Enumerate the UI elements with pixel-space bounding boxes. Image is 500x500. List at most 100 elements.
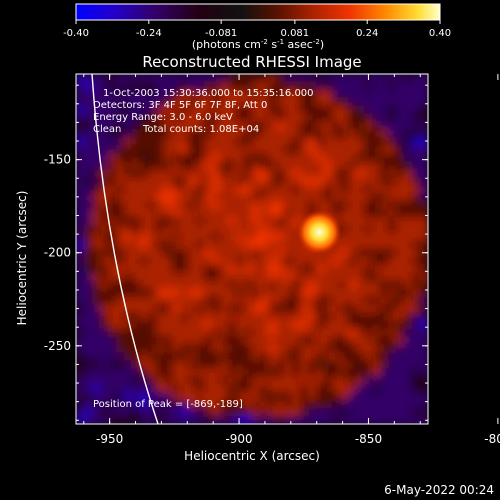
heatmap-cell xyxy=(204,392,213,402)
heatmap-cell xyxy=(372,336,381,346)
heatmap-cell xyxy=(420,408,428,418)
heatmap-cell xyxy=(220,249,229,258)
heatmap-cell xyxy=(348,264,357,274)
heatmap-cell xyxy=(228,137,237,147)
heatmap-cell xyxy=(180,360,189,370)
heatmap-cell xyxy=(92,416,101,424)
heatmap-cell xyxy=(132,129,141,139)
heatmap-cell xyxy=(116,209,125,219)
heatmap-cell xyxy=(284,225,293,235)
heatmap-cell xyxy=(92,129,101,139)
heatmap-cell xyxy=(148,97,157,107)
heatmap-cell xyxy=(372,249,381,258)
heatmap-cell xyxy=(180,105,189,115)
heatmap-cell xyxy=(252,225,261,235)
heatmap-cell xyxy=(388,129,397,139)
heatmap-cell xyxy=(324,400,333,410)
heatmap-cell xyxy=(124,272,133,282)
heatmap-cell xyxy=(260,272,269,282)
heatmap-cell xyxy=(164,328,173,338)
heatmap-cell xyxy=(300,352,309,362)
heatmap-cell xyxy=(308,249,317,258)
heatmap-cell xyxy=(412,209,421,219)
heatmap-cell xyxy=(292,256,301,266)
heatmap-cell xyxy=(364,81,373,91)
heatmap-cell xyxy=(332,400,341,410)
heatmap-cell xyxy=(380,280,389,290)
heatmap-cell xyxy=(284,384,293,394)
heatmap-cell xyxy=(276,74,285,83)
heatmap-cell xyxy=(188,74,197,83)
heatmap-cell xyxy=(332,328,341,338)
heatmap-cell xyxy=(276,233,285,243)
heatmap-cell xyxy=(164,392,173,402)
heatmap-cell xyxy=(140,74,149,83)
heatmap-cell xyxy=(236,416,245,424)
heatmap-cell xyxy=(100,89,109,99)
heatmap-cell xyxy=(420,233,428,243)
heatmap-cell xyxy=(148,161,157,171)
heatmap-cell xyxy=(124,201,133,211)
heatmap-cell xyxy=(188,256,197,266)
heatmap-cell xyxy=(300,209,309,219)
heatmap-cell xyxy=(364,368,373,378)
heatmap-cell xyxy=(276,408,285,418)
heatmap-cell xyxy=(380,137,389,147)
heatmap-cell xyxy=(348,161,357,171)
heatmap-cell xyxy=(324,320,333,330)
heatmap-cell xyxy=(276,129,285,139)
heatmap-cell xyxy=(292,217,301,227)
heatmap-cell xyxy=(372,113,381,123)
heatmap-cell xyxy=(412,113,421,123)
heatmap-cell xyxy=(148,185,157,195)
heatmap-cell xyxy=(404,217,413,227)
heatmap-cell xyxy=(84,145,93,155)
heatmap-cell xyxy=(284,296,293,306)
heatmap-cell xyxy=(92,185,101,195)
heatmap-cell xyxy=(284,89,293,99)
heatmap-cell xyxy=(172,153,181,163)
heatmap-cell xyxy=(116,264,125,274)
heatmap-cell xyxy=(220,416,229,424)
heatmap-cell xyxy=(100,376,109,386)
heatmap-cell xyxy=(396,368,405,378)
heatmap-cell xyxy=(364,161,373,171)
heatmap-cell xyxy=(76,97,85,107)
heatmap-cell xyxy=(164,233,173,243)
heatmap-cell xyxy=(380,177,389,187)
heatmap-cell xyxy=(244,352,253,362)
heatmap-cell xyxy=(276,217,285,227)
heatmap-cell xyxy=(100,201,109,211)
heatmap-cell xyxy=(316,400,325,410)
heatmap-cell xyxy=(164,336,173,346)
heatmap-cell xyxy=(236,241,245,250)
heatmap-cell xyxy=(332,121,341,131)
heatmap-cell xyxy=(356,81,365,91)
heatmap-cell xyxy=(324,201,333,211)
heatmap-cell xyxy=(172,74,181,83)
heatmap-cell xyxy=(276,97,285,107)
heatmap-cell xyxy=(108,288,117,298)
heatmap-cell xyxy=(380,376,389,386)
heatmap-cell xyxy=(388,392,397,402)
heatmap-cell xyxy=(124,392,133,402)
heatmap-cell xyxy=(276,392,285,402)
heatmap-cell xyxy=(92,193,101,203)
heatmap-cell xyxy=(148,241,157,250)
heatmap-cell xyxy=(236,74,245,83)
heatmap-cell xyxy=(420,209,428,219)
heatmap-cell xyxy=(356,97,365,107)
heatmap-cell xyxy=(404,280,413,290)
heatmap-cell xyxy=(420,304,428,314)
heatmap-cell xyxy=(316,74,325,83)
heatmap-cell xyxy=(220,153,229,163)
heatmap-cell xyxy=(356,193,365,203)
heatmap-cell xyxy=(236,81,245,91)
heatmap-cell xyxy=(108,81,117,91)
heatmap-cell xyxy=(404,352,413,362)
heatmap-cell xyxy=(260,280,269,290)
heatmap-cell xyxy=(356,256,365,266)
heatmap-cell xyxy=(164,352,173,362)
heatmap-cell xyxy=(356,249,365,258)
